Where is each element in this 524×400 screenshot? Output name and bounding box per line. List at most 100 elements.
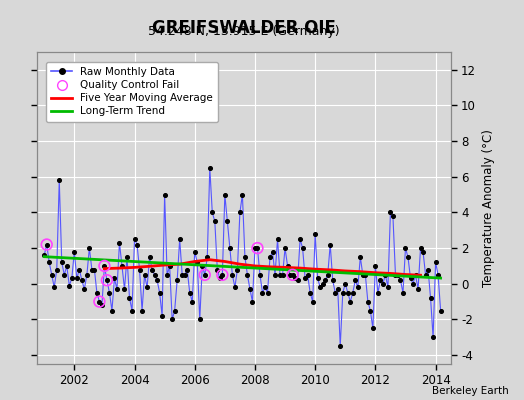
Y-axis label: Temperature Anomaly (°C): Temperature Anomaly (°C) [482,129,495,287]
Point [253,245,261,251]
Point [274,236,282,242]
Point [73,275,81,282]
Point [42,241,51,248]
Point [399,290,407,296]
Point [163,272,171,278]
Point [198,263,206,269]
Point [140,272,149,278]
Point [68,275,76,282]
Point [148,266,156,273]
Point [113,286,121,292]
Point [293,277,302,284]
Point [100,263,108,269]
Point [80,286,89,292]
Point [427,295,435,301]
Point [261,284,269,290]
Point [311,231,319,237]
Point [356,254,365,260]
Point [115,240,124,246]
Point [331,290,340,296]
Point [434,272,442,278]
Point [62,263,71,269]
Point [386,209,395,216]
Point [313,275,322,282]
Point [218,272,226,278]
Point [298,245,307,251]
Point [145,254,154,260]
Point [246,286,254,292]
Point [296,236,304,242]
Point [138,307,146,314]
Point [153,277,161,284]
Point [156,290,164,296]
Point [70,248,79,255]
Point [276,272,284,278]
Point [208,209,216,216]
Point [326,241,334,248]
Point [95,298,104,305]
Point [278,272,287,278]
Point [123,254,131,260]
Point [158,313,166,319]
Point [228,272,236,278]
Point [178,272,187,278]
Point [391,272,400,278]
Point [58,259,66,266]
Point [85,245,94,251]
Point [288,272,297,278]
Point [354,284,362,290]
Point [118,263,126,269]
Point [421,272,430,278]
Point [226,245,234,251]
Point [436,307,445,314]
Point [319,280,327,287]
Point [396,277,405,284]
Point [301,275,309,282]
Point [264,290,272,296]
Point [65,282,73,289]
Point [105,290,114,296]
Point [334,286,342,292]
Point [221,192,229,198]
Point [193,259,201,266]
Point [366,307,375,314]
Point [309,298,317,305]
Point [376,277,385,284]
Point [404,254,412,260]
Point [344,290,352,296]
Point [103,277,111,284]
Point [173,277,181,284]
Point [329,277,337,284]
Point [306,290,314,296]
Point [381,272,389,278]
Point [50,284,58,290]
Point [431,259,440,266]
Point [45,259,53,266]
Point [83,272,91,278]
Point [321,277,330,284]
Point [103,277,111,284]
Point [218,272,226,278]
Point [341,280,350,287]
Point [130,236,139,242]
Point [417,245,425,251]
Point [88,266,96,273]
Point [303,272,312,278]
Point [170,307,179,314]
Point [248,298,257,305]
Point [60,272,69,278]
Point [351,277,359,284]
Point [160,192,169,198]
Point [238,192,247,198]
Point [358,272,367,278]
Point [266,254,274,260]
Point [424,266,432,273]
Point [369,325,377,332]
Point [394,272,402,278]
Point [323,272,332,278]
Point [128,307,136,314]
Point [191,248,199,255]
Point [52,266,61,273]
Point [40,252,48,258]
Point [253,245,261,251]
